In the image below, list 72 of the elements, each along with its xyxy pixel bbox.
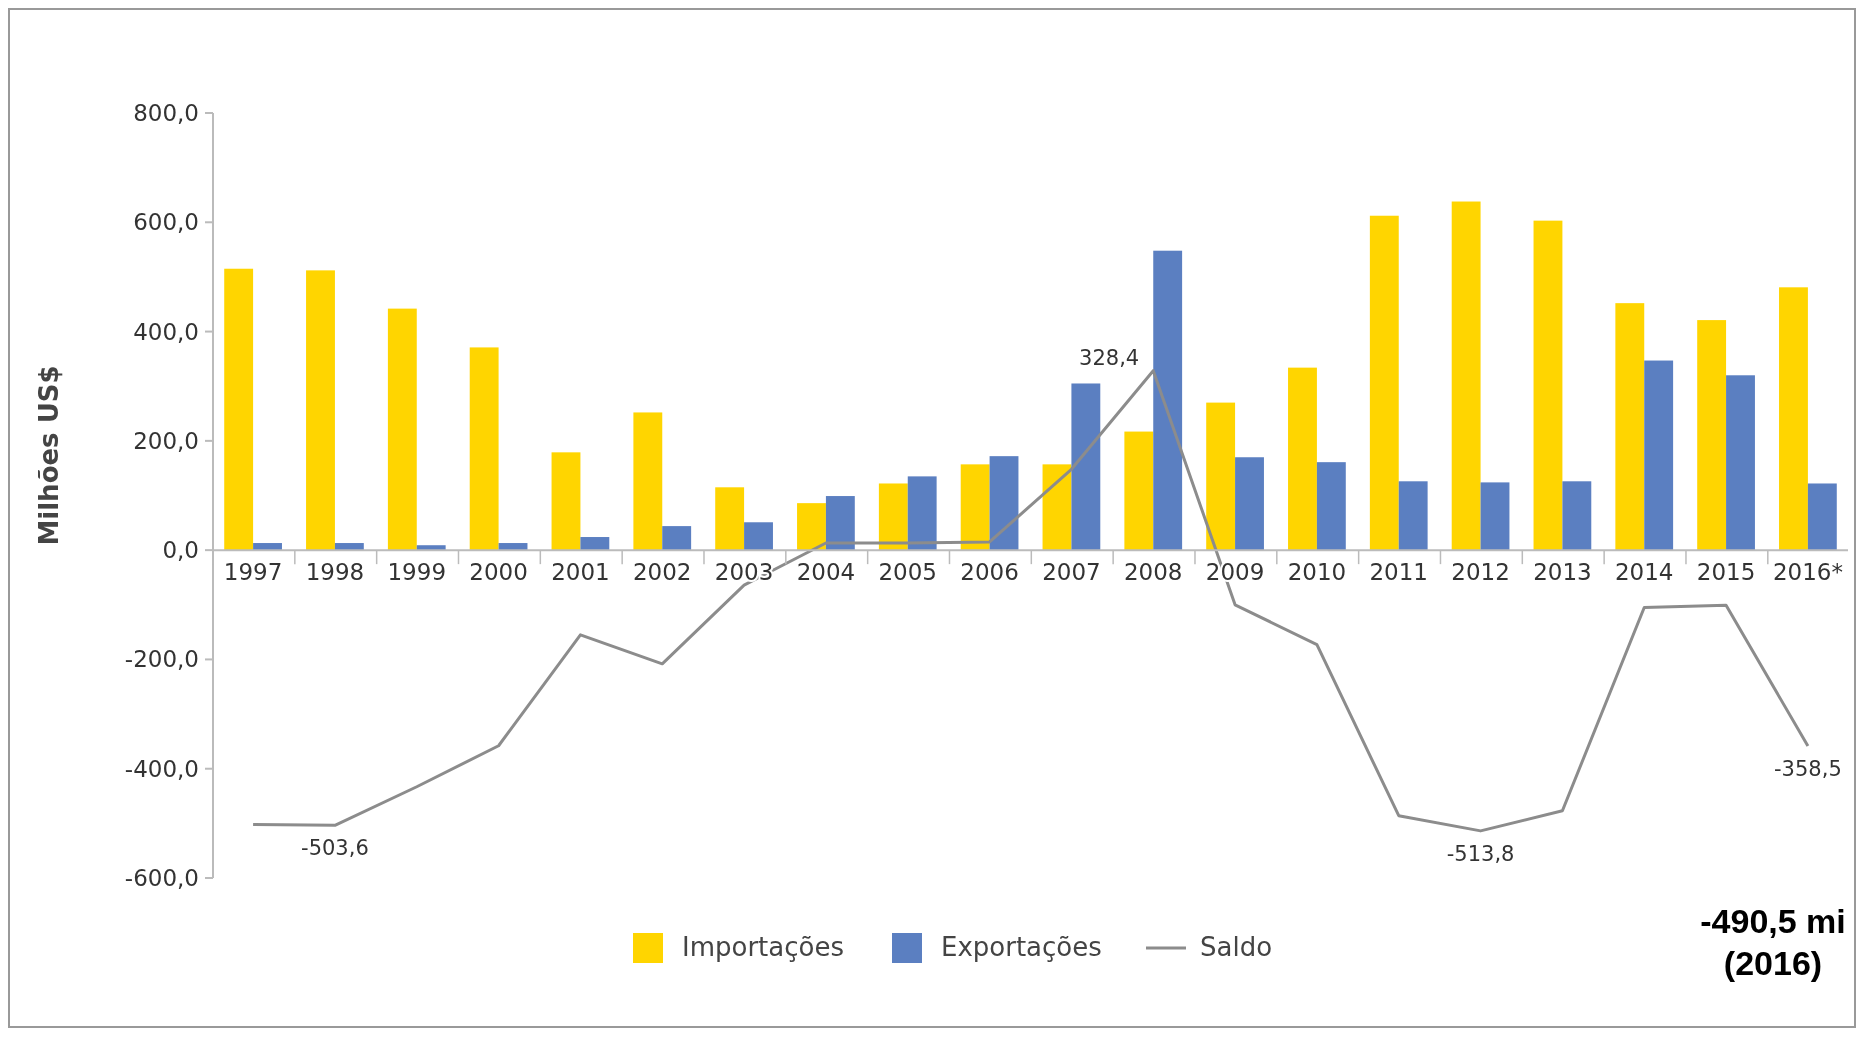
x-tick-label: 2008 (1123, 559, 1183, 586)
y-tick-label: 200,0 (133, 427, 199, 454)
y-tick-label: 800,0 (133, 100, 199, 126)
bar (580, 537, 610, 551)
bar (662, 526, 692, 551)
y-tick-label: -200,0 (124, 646, 199, 673)
y-tick-label: 600,0 (133, 209, 199, 236)
bar (1316, 462, 1346, 551)
y-tick-label: -600,0 (124, 865, 199, 891)
x-tick-label: 1998 (305, 559, 365, 586)
bar (1369, 215, 1399, 551)
bar (1779, 287, 1808, 551)
x-tick-label: 2004 (796, 559, 856, 586)
x-tick-label: 2003 (714, 559, 774, 586)
x-tick-label: 2016* (1772, 559, 1843, 586)
y-tick-label: -400,0 (124, 755, 199, 782)
legend-label: Exportações (941, 932, 1102, 962)
legend-label: Importações (682, 932, 844, 962)
legend-label: Saldo (1200, 932, 1273, 962)
bar (1533, 220, 1563, 551)
data-label: -513,8 (1446, 841, 1515, 866)
bar (1398, 481, 1428, 551)
bar (1206, 402, 1236, 551)
text: -490,5 mi (2016) (1700, 902, 1846, 982)
bar (551, 452, 581, 551)
bar (907, 476, 937, 551)
bar (1644, 360, 1674, 551)
bar (1124, 431, 1154, 551)
bar (825, 496, 855, 551)
bar (387, 308, 417, 551)
bar (797, 503, 826, 551)
x-tick-label: 1997 (223, 559, 283, 586)
x-tick-label: 2012 (1451, 559, 1510, 586)
data-label: 328,4 (1079, 345, 1140, 370)
bar (744, 522, 773, 551)
x-tick-label: 1999 (387, 559, 447, 586)
x-tick-label: 2006 (960, 559, 1019, 586)
data-label: -503,6 (301, 836, 369, 861)
bar (1480, 482, 1510, 551)
bar (1288, 367, 1317, 551)
bar (1807, 483, 1837, 551)
x-tick-label: 2000 (469, 559, 528, 586)
x-tick-label: 2013 (1533, 559, 1592, 586)
bar (960, 464, 990, 551)
bar (1615, 303, 1645, 551)
bar (1562, 481, 1592, 551)
x-tick-label: 2010 (1287, 559, 1347, 586)
bar (1697, 320, 1727, 551)
bar (306, 270, 335, 551)
bar (878, 483, 908, 551)
bar (1451, 201, 1481, 551)
bar (633, 412, 663, 551)
x-tick-label: 2007 (1042, 559, 1101, 586)
y-tick-label: 400,0 (133, 318, 199, 345)
x-tick-label: 2001 (551, 559, 610, 586)
bar (469, 347, 499, 551)
bar (224, 268, 254, 551)
x-tick-label: 2011 (1369, 559, 1429, 586)
bar (1235, 457, 1264, 551)
bar (1042, 464, 1072, 551)
data-label: -358,5 (1774, 757, 1842, 782)
x-tick-label: 2015 (1696, 559, 1756, 586)
y-tick-label: 0,0 (162, 537, 199, 564)
x-tick-label: 2002 (632, 559, 692, 586)
x-tick-label: 2005 (878, 559, 938, 586)
bar (715, 487, 745, 551)
bar (989, 456, 1019, 551)
bar (1726, 375, 1755, 551)
x-tick-label: 2014 (1614, 559, 1674, 586)
y-axis-title: Milhões US$ (34, 365, 64, 546)
bar (1071, 383, 1101, 551)
bar (1153, 250, 1183, 551)
